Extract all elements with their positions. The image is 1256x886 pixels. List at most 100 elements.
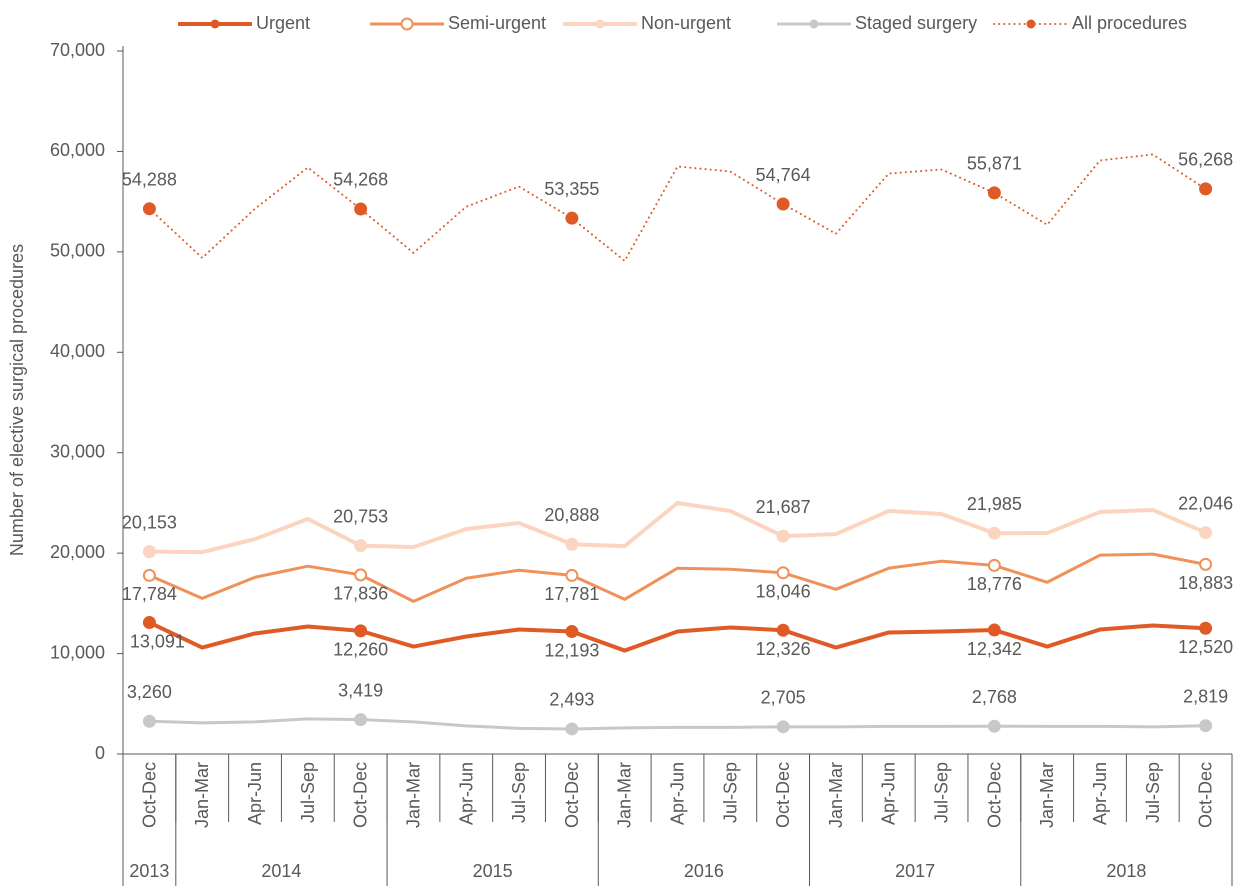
data-label: 53,355	[544, 179, 599, 199]
series-line	[149, 500, 1207, 555]
legend-label: Non-urgent	[641, 13, 731, 33]
data-label: 3,260	[127, 682, 172, 702]
data-point	[142, 202, 156, 216]
x-tick-label: Apr-Jun	[456, 762, 476, 825]
data-label: 55,871	[967, 154, 1022, 174]
data-label: 21,985	[967, 494, 1022, 514]
x-tick-label: Jan-Mar	[615, 762, 635, 828]
data-label: 22,046	[1178, 493, 1233, 513]
data-point	[1199, 719, 1213, 733]
data-point	[987, 526, 1001, 540]
data-point	[776, 720, 790, 734]
data-point	[565, 211, 579, 225]
x-tick-label: Oct-Dec	[984, 762, 1004, 828]
data-point	[1199, 182, 1213, 196]
x-tick-label: Oct-Dec	[1196, 762, 1216, 828]
legend-label: All procedures	[1072, 13, 1187, 33]
data-label: 54,288	[122, 170, 177, 190]
data-point	[142, 616, 156, 630]
data-point	[776, 566, 790, 580]
series-line	[148, 620, 1206, 653]
data-point	[354, 568, 368, 582]
data-label: 18,883	[1178, 573, 1233, 593]
x-tick-label: Oct-Dec	[351, 762, 371, 828]
y-tick-label: 30,000	[50, 441, 105, 461]
data-label: 12,193	[544, 640, 599, 660]
data-point	[1199, 621, 1213, 635]
x-tick-label: Jul-Sep	[1143, 762, 1163, 823]
data-label: 54,764	[756, 165, 811, 185]
x-tick-label: Jul-Sep	[298, 762, 318, 823]
group-label: 2018	[1106, 861, 1146, 881]
data-point	[776, 529, 790, 543]
data-label: 2,768	[972, 687, 1017, 707]
data-point	[142, 545, 156, 559]
data-point	[776, 623, 790, 637]
x-tick-label: Apr-Jun	[668, 762, 688, 825]
x-tick-label: Oct-Dec	[562, 762, 582, 828]
x-tick-label: Jul-Sep	[932, 762, 952, 823]
legend-label: Staged surgery	[855, 13, 977, 33]
legend-marker	[595, 19, 605, 29]
x-tick-label: Jul-Sep	[720, 762, 740, 823]
data-label: 12,326	[756, 639, 811, 659]
data-label: 20,153	[122, 512, 177, 532]
data-label: 13,091	[130, 631, 185, 651]
data-point	[354, 713, 368, 727]
data-point	[987, 186, 1001, 200]
data-point	[354, 624, 368, 638]
data-label: 12,260	[333, 640, 388, 660]
data-label: 21,687	[756, 497, 811, 517]
y-tick-label: 0	[95, 743, 105, 763]
group-label: 2013	[129, 861, 169, 881]
y-tick-label: 20,000	[50, 542, 105, 562]
series-line	[149, 717, 1206, 731]
group-label: 2016	[684, 861, 724, 881]
x-tick-label: Apr-Jun	[879, 762, 899, 825]
legend-marker	[1026, 19, 1036, 29]
data-point	[776, 197, 790, 211]
y-axis-label: Number of elective surgical procedures	[7, 244, 27, 556]
y-tick-label: 70,000	[50, 40, 105, 60]
data-label: 56,268	[1178, 150, 1233, 170]
data-point	[142, 568, 156, 582]
data-point	[354, 539, 368, 553]
x-tick-label: Jan-Mar	[403, 762, 423, 828]
data-label: 17,781	[544, 584, 599, 604]
legend-marker	[809, 19, 819, 29]
data-point	[142, 714, 156, 728]
data-point	[565, 537, 579, 551]
series-line	[148, 153, 1207, 262]
data-point	[565, 568, 579, 582]
data-label: 2,819	[1183, 686, 1228, 706]
data-point	[354, 202, 368, 216]
data-label: 12,342	[967, 639, 1022, 659]
data-point	[565, 625, 579, 639]
y-tick-label: 10,000	[50, 642, 105, 662]
data-point	[987, 558, 1001, 572]
data-point	[1199, 557, 1213, 571]
group-label: 2015	[473, 861, 513, 881]
data-label: 3,419	[338, 680, 383, 700]
x-tick-label: Jan-Mar	[192, 762, 212, 828]
y-tick-label: 40,000	[50, 341, 105, 361]
legend-marker	[400, 17, 414, 31]
data-label: 17,784	[122, 584, 177, 604]
legend-label: Semi-urgent	[448, 13, 546, 33]
data-label: 18,776	[967, 574, 1022, 594]
data-label: 2,493	[549, 690, 594, 710]
data-label: 20,753	[333, 506, 388, 526]
data-label: 12,520	[1178, 637, 1233, 657]
y-tick-label: 60,000	[50, 140, 105, 160]
legend-label: Urgent	[256, 13, 310, 33]
x-tick-label: Jan-Mar	[1037, 762, 1057, 828]
legend-marker	[210, 19, 220, 29]
data-label: 2,705	[761, 688, 806, 708]
data-label: 20,888	[544, 505, 599, 525]
x-tick-label: Apr-Jun	[1090, 762, 1110, 825]
data-point	[987, 623, 1001, 637]
group-label: 2017	[895, 861, 935, 881]
group-label: 2014	[261, 861, 301, 881]
x-tick-label: Oct-Dec	[139, 762, 159, 828]
